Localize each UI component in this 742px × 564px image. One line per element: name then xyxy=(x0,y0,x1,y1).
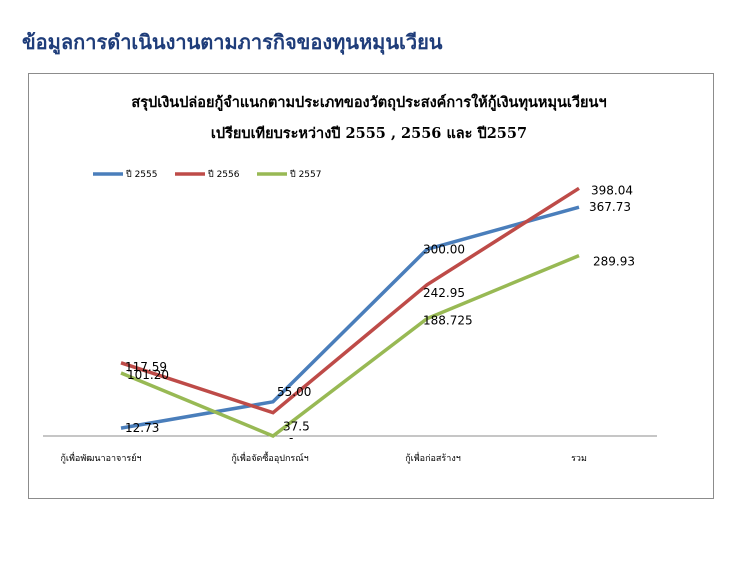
x-tick-label: กู้เพื่อจัดซื้ออุปกรณ์ฯ xyxy=(231,451,308,464)
data-label: 398.04 xyxy=(591,183,633,197)
x-tick-label: กู้เพื่อพัฒนาอาจารย์ฯ xyxy=(60,451,141,464)
data-label: 367.73 xyxy=(589,200,631,214)
data-label: 289.93 xyxy=(593,255,635,269)
chart-legend: ปี 2555 ปี 2556 ปี 2557 xyxy=(93,169,321,180)
line-chart: สรุปเงินปล่อยกู้จำแนกตามประเภทของวัตถุปร… xyxy=(29,74,715,500)
chart-title-line1: สรุปเงินปล่อยกู้จำแนกตามประเภทของวัตถุปร… xyxy=(131,93,606,111)
data-label: - xyxy=(289,431,293,445)
legend-label: ปี 2555 xyxy=(126,169,158,180)
data-label: 37.5 xyxy=(283,420,310,434)
data-label: 101.20 xyxy=(127,368,169,382)
legend-label: ปี 2557 xyxy=(290,169,322,180)
series-line xyxy=(121,207,579,428)
legend-label: ปี 2556 xyxy=(208,169,240,180)
data-label: 300.00 xyxy=(423,242,465,256)
chart-title-line2: เปรียบเทียบระหว่างปี 2555 , 2556 และ ปี2… xyxy=(211,125,527,142)
series-lines xyxy=(121,188,579,436)
data-label: 55.00 xyxy=(277,385,311,399)
data-label: 188.725 xyxy=(423,314,473,328)
x-tick-label: กู้เพื่อก่อสร้างฯ xyxy=(405,451,461,464)
x-tick-label: รวม xyxy=(571,454,587,464)
chart-frame: สรุปเงินปล่อยกู้จำแนกตามประเภทของวัตถุปร… xyxy=(28,73,714,499)
x-axis-tick-labels: กู้เพื่อพัฒนาอาจารย์ฯ กู้เพื่อจัดซื้ออุปก… xyxy=(60,451,587,464)
data-label: 12.73 xyxy=(125,421,159,435)
data-label: 242.95 xyxy=(423,286,465,300)
series-line xyxy=(121,256,579,436)
page-heading: ข้อมูลการดำเนินงานตามภารกิจของทุนหมุนเวี… xyxy=(22,26,442,58)
